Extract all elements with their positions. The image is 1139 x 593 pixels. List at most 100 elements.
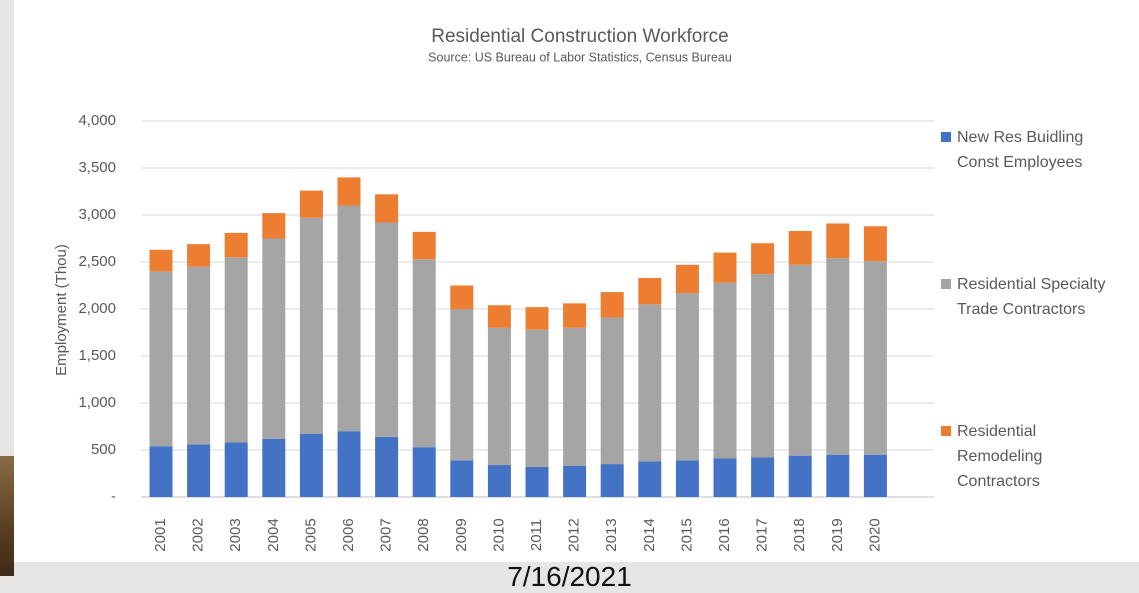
bar-segment: [412, 447, 436, 497]
bar-segment: [713, 458, 737, 497]
bar-segment: [638, 277, 662, 305]
bar-segment: [412, 259, 436, 448]
bar-segment: [149, 446, 173, 497]
bar-segment: [563, 303, 587, 328]
bar-segment: [375, 436, 399, 497]
y-tick-label: 3,000: [78, 206, 116, 223]
bar-segment: [149, 249, 173, 272]
bar-segment: [675, 460, 699, 497]
x-tick-label: 2010: [490, 518, 507, 551]
bar-segment: [375, 222, 399, 437]
bar-segment: [375, 194, 399, 223]
bar-segment: [863, 261, 887, 455]
bar-segment: [450, 460, 474, 497]
bar-segment: [337, 431, 361, 497]
bar-segment: [525, 466, 549, 497]
x-tick-label: 2017: [754, 518, 771, 551]
legend-label: Residential Specialty Trade Contractors: [957, 276, 1106, 318]
chart: Residential Construction Workforce Sourc…: [53, 26, 934, 552]
x-tick-label: 2002: [190, 518, 207, 551]
y-tick-label: 1,000: [78, 394, 116, 411]
y-tick-label: 1,500: [78, 347, 116, 364]
bar-segment: [450, 285, 474, 309]
bar-segment: [563, 465, 587, 497]
bar-segment: [299, 434, 323, 497]
bar-segment: [487, 327, 511, 466]
x-tick-label: 2006: [340, 518, 357, 551]
legend-swatch: [941, 279, 951, 289]
legend-item: Residential Remodeling Contractors: [941, 419, 1052, 494]
bar-segment: [638, 461, 662, 497]
bar-segment: [187, 244, 211, 267]
bar-segment: [563, 327, 587, 466]
bar-segment: [412, 231, 436, 260]
bar-segment: [525, 307, 549, 330]
bar-segment: [600, 464, 624, 497]
bar-segment: [751, 243, 775, 275]
chart-title: Residential Construction Workforce: [431, 26, 728, 47]
y-tick-label: 2,500: [78, 253, 116, 270]
bar-segment: [187, 266, 211, 445]
bar-segment: [826, 223, 850, 259]
y-tick-label: 500: [91, 441, 116, 458]
bar-segment: [751, 274, 775, 458]
bar-segment: [262, 238, 286, 439]
x-tick-label: 2019: [829, 518, 846, 551]
bar-segment: [262, 213, 286, 239]
legend-item: Residential Specialty Trade Contractors: [941, 272, 1139, 322]
bar-segment: [262, 438, 286, 497]
bar-segment: [337, 205, 361, 432]
x-tick-label: 2007: [378, 518, 395, 551]
bar-segment: [713, 252, 737, 283]
bar-segment: [600, 292, 624, 318]
x-tick-label: 2015: [678, 518, 695, 551]
x-tick-label: 2011: [528, 519, 545, 551]
y-tick-label: 2,000: [78, 300, 116, 317]
bar-segment: [788, 455, 812, 497]
legend-swatch: [941, 426, 951, 436]
y-axis-title: Employment (Thou): [53, 244, 70, 376]
legend-item: New Res Buidling Const Employees: [941, 125, 1107, 175]
bar-segment: [826, 454, 850, 497]
y-tick-label: -: [111, 488, 116, 505]
bar-segment: [450, 309, 474, 461]
bar-segment: [788, 264, 812, 456]
bar-segment: [149, 271, 173, 447]
bar-segment: [638, 304, 662, 462]
bar-segment: [675, 264, 699, 294]
bar-segment: [863, 454, 887, 497]
x-tick-label: 2004: [265, 518, 282, 551]
background-image: [0, 456, 14, 576]
y-tick-label: 3,500: [78, 159, 116, 176]
bar-segment: [224, 257, 248, 443]
bar-segment: [751, 457, 775, 497]
x-tick-label: 2008: [415, 518, 432, 551]
chart-subtitle: Source: US Bureau of Labor Statistics, C…: [428, 50, 732, 64]
bar-segment: [487, 465, 511, 497]
bar-segment: [224, 442, 248, 497]
x-tick-label: 2016: [716, 518, 733, 551]
x-tick-label: 2018: [791, 518, 808, 551]
chart-panel: Residential Construction Workforce Sourc…: [14, 0, 1139, 562]
bar-segment: [299, 190, 323, 218]
x-tick-label: 2012: [566, 518, 583, 551]
bar-segment: [187, 444, 211, 497]
footer-date: 7/16/2021: [507, 561, 632, 592]
x-tick-label: 2013: [603, 518, 620, 551]
bar-segment: [713, 282, 737, 459]
bar-segment: [600, 317, 624, 465]
bar-segment: [525, 329, 549, 467]
x-tick-label: 2009: [453, 518, 470, 551]
bar-segment: [826, 258, 850, 455]
y-tick-label: 4,000: [78, 112, 116, 129]
x-tick-label: 2001: [152, 518, 169, 551]
legend-label: New Res Buidling Const Employees: [957, 129, 1084, 171]
x-tick-label: 2014: [641, 518, 658, 551]
legend-label: Residential Remodeling Contractors: [957, 423, 1043, 490]
bar-segment: [337, 177, 361, 206]
bar-segment: [487, 305, 511, 328]
x-tick-label: 2003: [227, 518, 244, 551]
bar-segment: [224, 232, 248, 258]
legend-swatch: [941, 132, 951, 142]
